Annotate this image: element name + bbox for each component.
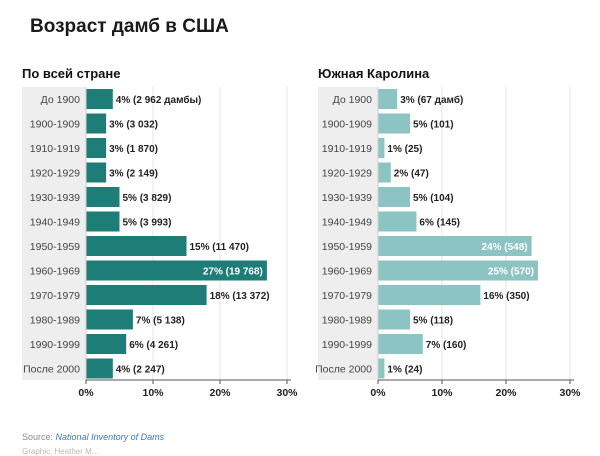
sc-category-label-8: 1970-1979 bbox=[322, 290, 372, 302]
sc-category-label-10: 1990-1999 bbox=[322, 339, 372, 351]
national-category-label-3: 1920-1929 bbox=[30, 168, 80, 180]
national-bar-7 bbox=[86, 260, 267, 281]
national-category-label-4: 1930-1939 bbox=[30, 192, 80, 204]
sc-category-label-7: 1960-1969 bbox=[322, 266, 372, 278]
national-data-label-6: 15% (11 470) bbox=[190, 242, 250, 253]
national-data-label-9: 7% (5 138) bbox=[136, 316, 185, 327]
sc-data-label-5: 6% (145) bbox=[419, 218, 460, 229]
sc-category-label-0: До 1900 bbox=[333, 94, 373, 106]
national-category-label-2: 1910-1919 bbox=[30, 143, 80, 155]
national-bar-11 bbox=[86, 358, 113, 379]
sc-data-label-1: 5% (101) bbox=[413, 120, 454, 131]
sc-category-label-6: 1950-1959 bbox=[322, 241, 372, 253]
sc-category-label-9: 1980-1989 bbox=[322, 315, 372, 327]
national-category-label-8: 1970-1979 bbox=[30, 290, 80, 302]
sc-data-label-8: 16% (350) bbox=[483, 291, 529, 302]
national-data-label-5: 5% (3 993) bbox=[123, 218, 172, 229]
sc-bar-8 bbox=[378, 285, 481, 305]
panel-title-south-carolina: Южная Каролина bbox=[318, 66, 430, 81]
national-data-label-1: 3% (3 032) bbox=[109, 120, 158, 131]
national-category-label-5: 1940-1949 bbox=[30, 217, 80, 229]
sc-bar-9 bbox=[378, 309, 410, 330]
panel-title-national: По всей стране bbox=[22, 66, 121, 81]
sc-category-label-4: 1930-1939 bbox=[322, 192, 372, 204]
national-category-label-1: 1900-1909 bbox=[30, 119, 80, 131]
sc-bar-10 bbox=[378, 334, 423, 354]
sc-data-label-11: 1% (24) bbox=[387, 365, 422, 376]
sc-tick-label-0: 0% bbox=[370, 387, 386, 399]
sc-category-label-5: 1940-1949 bbox=[322, 217, 372, 229]
national-bar-10 bbox=[86, 334, 127, 354]
sc-data-label-7: 25% (570) bbox=[488, 267, 534, 278]
sc-label-band bbox=[318, 87, 378, 380]
sc-tick-label-3: 30% bbox=[559, 387, 581, 399]
national-data-label-0: 4% (2 962 дамбы) bbox=[116, 94, 202, 106]
sc-category-label-1: 1900-1909 bbox=[322, 119, 372, 131]
national-category-label-0: До 1900 bbox=[41, 94, 81, 106]
national-bar-0 bbox=[86, 89, 113, 109]
sc-bar-3 bbox=[378, 162, 391, 183]
national-data-label-2: 3% (1 870) bbox=[109, 144, 158, 155]
national-bar-2 bbox=[86, 138, 107, 158]
sc-tick-label-2: 20% bbox=[495, 387, 517, 399]
source-link[interactable]: National Inventory of Dams bbox=[55, 432, 165, 442]
national-bar-9 bbox=[86, 309, 133, 330]
national-category-label-10: 1990-1999 bbox=[30, 339, 80, 351]
sc-tick-label-1: 10% bbox=[431, 387, 453, 399]
national-bar-3 bbox=[86, 162, 107, 183]
national-bar-6 bbox=[86, 236, 187, 256]
national-bar-1 bbox=[86, 113, 107, 134]
sc-bar-6 bbox=[378, 236, 532, 256]
sc-data-label-10: 7% (160) bbox=[426, 340, 467, 351]
national-bar-4 bbox=[86, 187, 120, 207]
national-label-band bbox=[22, 87, 86, 380]
national-tick-label-2: 20% bbox=[209, 387, 231, 399]
national-data-label-4: 5% (3 829) bbox=[123, 193, 172, 204]
sc-bar-5 bbox=[378, 211, 417, 232]
national-category-label-6: 1950-1959 bbox=[30, 241, 80, 253]
sc-bar-7 bbox=[378, 260, 538, 281]
sc-data-label-9: 5% (118) bbox=[413, 316, 453, 327]
source-label: Source: bbox=[22, 432, 54, 442]
sc-data-label-4: 5% (104) bbox=[413, 193, 454, 204]
national-category-label-7: 1960-1969 bbox=[30, 266, 80, 278]
sc-bar-4 bbox=[378, 187, 410, 207]
national-category-label-11: После 2000 bbox=[23, 364, 80, 376]
national-data-label-11: 4% (2 247) bbox=[116, 365, 165, 376]
sc-category-label-11: После 2000 bbox=[315, 364, 372, 376]
sc-bar-2 bbox=[378, 138, 385, 158]
sc-data-label-0: 3% (67 дамб) bbox=[400, 94, 463, 106]
national-category-label-9: 1980-1989 bbox=[30, 315, 80, 327]
sc-data-label-3: 2% (47) bbox=[394, 169, 429, 180]
sc-data-label-2: 1% (25) bbox=[387, 144, 422, 155]
sc-category-label-3: 1920-1929 bbox=[322, 168, 372, 180]
sc-bar-1 bbox=[378, 113, 410, 134]
national-data-label-8: 18% (13 372) bbox=[210, 291, 270, 302]
sc-category-label-2: 1910-1919 bbox=[322, 143, 372, 155]
sc-bar-11 bbox=[378, 358, 385, 379]
national-tick-label-3: 30% bbox=[276, 387, 298, 399]
national-bar-5 bbox=[86, 211, 120, 232]
chart-title: Возраст дамб в США bbox=[30, 16, 229, 37]
source-note: Source: National Inventory of Dams bbox=[22, 432, 164, 442]
sc-data-label-6: 24% (548) bbox=[481, 242, 527, 253]
national-data-label-7: 27% (19 768) bbox=[203, 267, 263, 278]
national-tick-label-0: 0% bbox=[78, 387, 94, 399]
sc-bar-0 bbox=[378, 89, 398, 109]
national-tick-label-1: 10% bbox=[142, 387, 164, 399]
national-data-label-3: 3% (2 149) bbox=[109, 169, 158, 180]
national-data-label-10: 6% (4 261) bbox=[129, 340, 178, 351]
national-bar-8 bbox=[86, 285, 207, 305]
